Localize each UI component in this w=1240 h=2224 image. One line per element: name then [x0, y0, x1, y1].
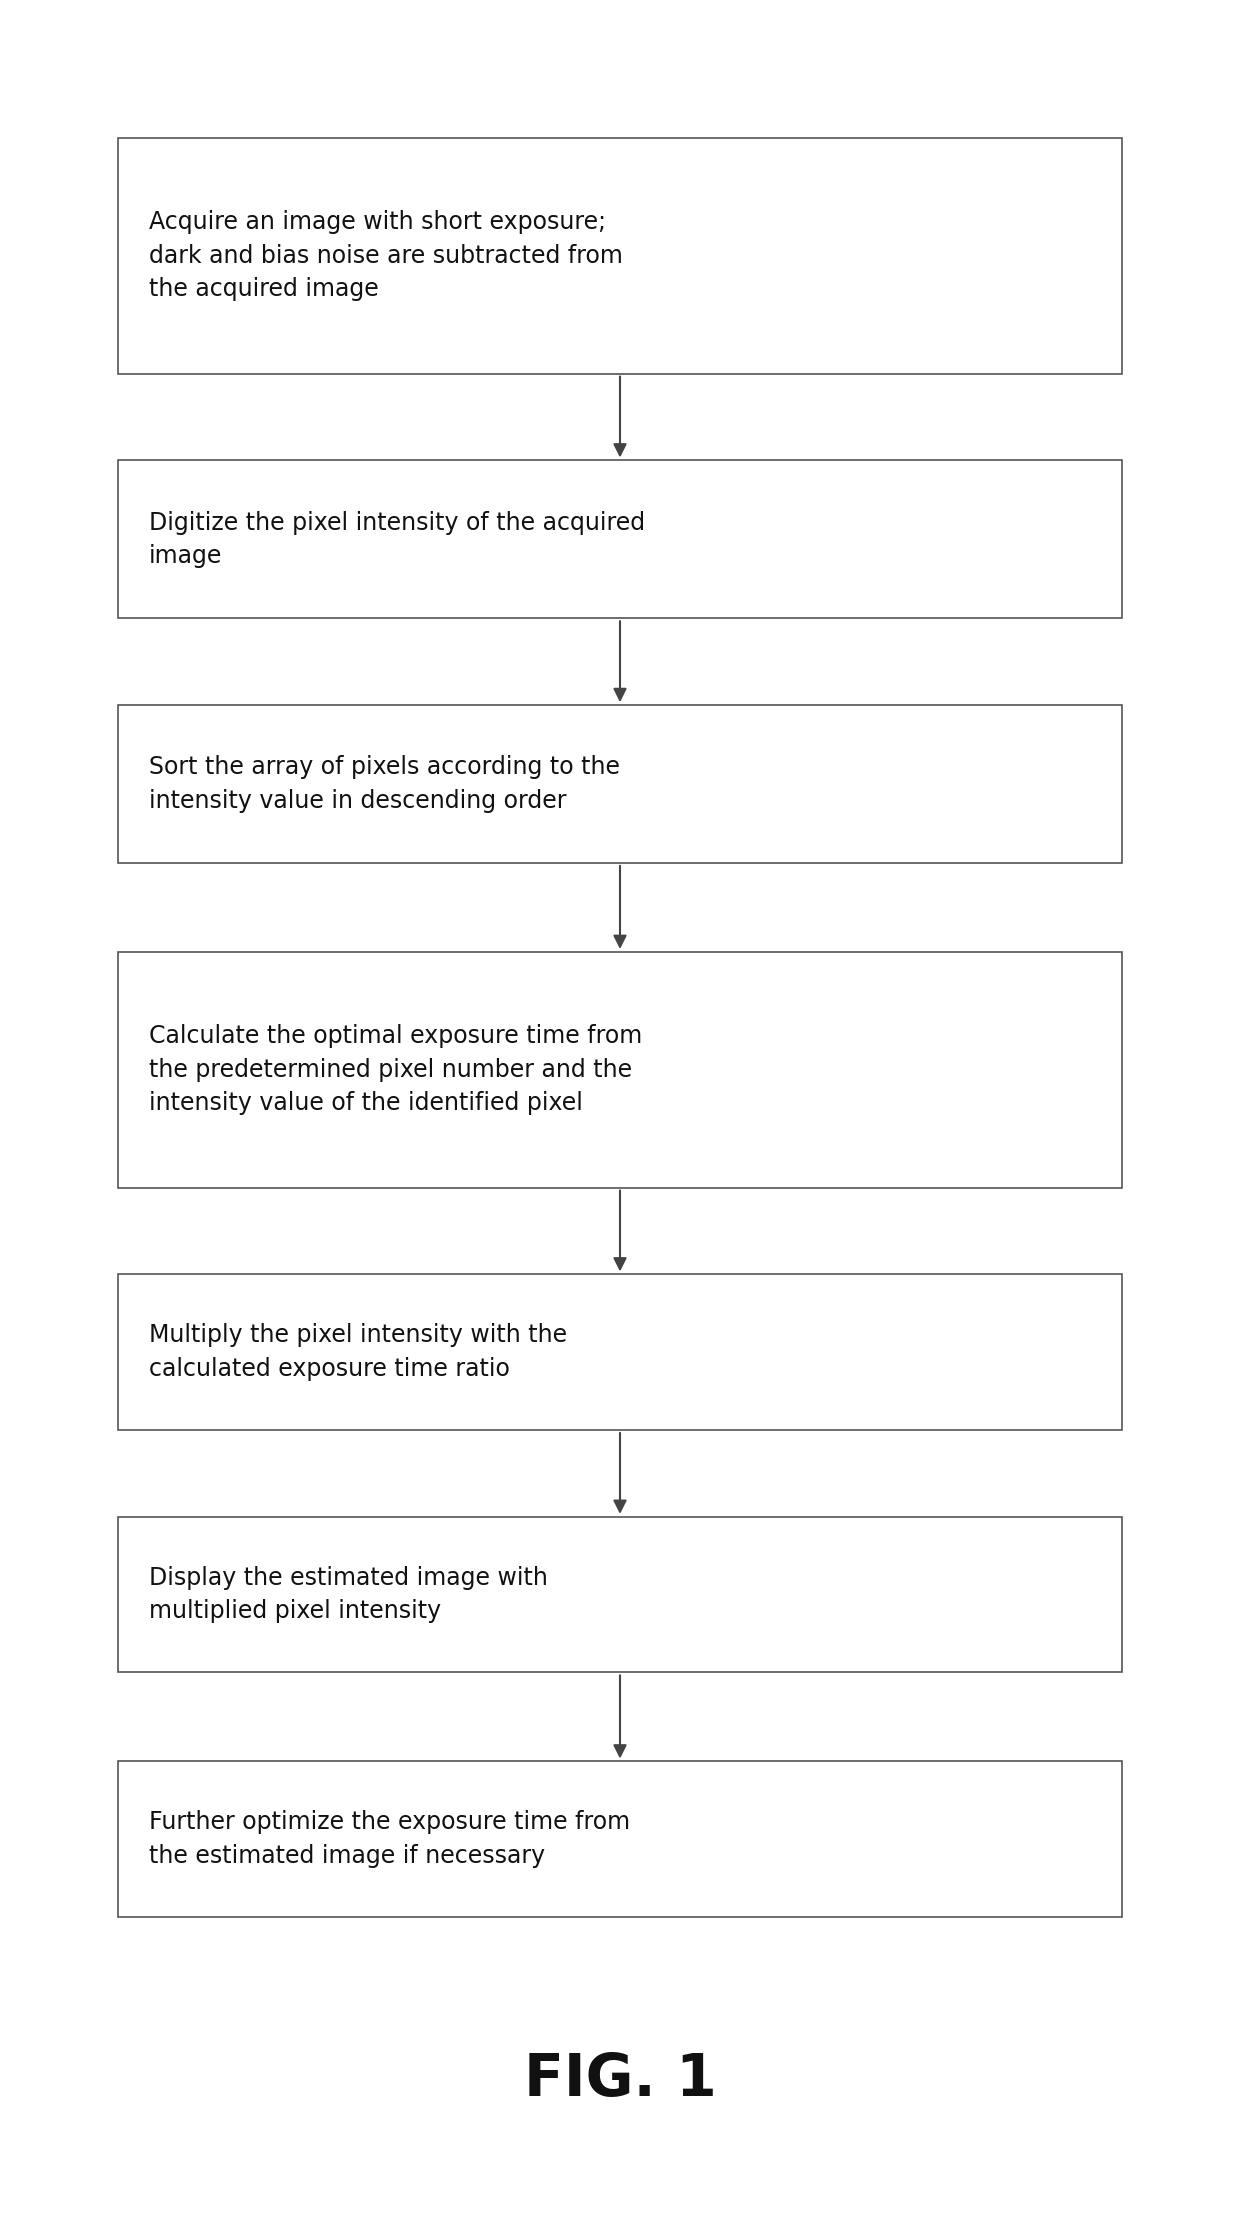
FancyBboxPatch shape	[118, 1517, 1122, 1672]
Text: Display the estimated image with
multiplied pixel intensity: Display the estimated image with multipl…	[149, 1566, 548, 1624]
FancyBboxPatch shape	[118, 705, 1122, 863]
FancyBboxPatch shape	[118, 460, 1122, 618]
Text: Acquire an image with short exposure;
dark and bias noise are subtracted from
th: Acquire an image with short exposure; da…	[149, 211, 622, 300]
Text: Further optimize the exposure time from
the estimated image if necessary: Further optimize the exposure time from …	[149, 1810, 630, 1868]
Text: FIG. 1: FIG. 1	[523, 2051, 717, 2108]
Text: Calculate the optimal exposure time from
the predetermined pixel number and the
: Calculate the optimal exposure time from…	[149, 1025, 642, 1114]
FancyBboxPatch shape	[118, 138, 1122, 374]
FancyBboxPatch shape	[118, 1761, 1122, 1917]
Text: Multiply the pixel intensity with the
calculated exposure time ratio: Multiply the pixel intensity with the ca…	[149, 1323, 567, 1381]
Text: Sort the array of pixels according to the
intensity value in descending order: Sort the array of pixels according to th…	[149, 756, 620, 812]
FancyBboxPatch shape	[118, 1274, 1122, 1430]
Text: Digitize the pixel intensity of the acquired
image: Digitize the pixel intensity of the acqu…	[149, 512, 645, 567]
FancyBboxPatch shape	[118, 952, 1122, 1188]
